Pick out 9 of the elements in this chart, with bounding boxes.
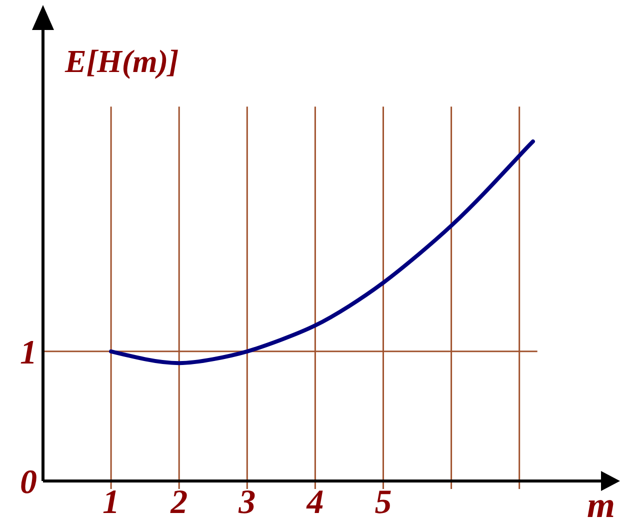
y-tick-label: 0 [20, 464, 37, 501]
line-series [109, 139, 535, 366]
x-tick-label: 2 [170, 484, 188, 521]
x-tick-label: 3 [238, 484, 256, 521]
x-tick-label: 1 [102, 484, 120, 521]
x-axis-title: m [586, 485, 616, 521]
x-tick-label: 4 [306, 484, 324, 521]
y-axis-title: E[H(m)] [64, 43, 179, 79]
x-tick-label: 5 [374, 484, 392, 521]
